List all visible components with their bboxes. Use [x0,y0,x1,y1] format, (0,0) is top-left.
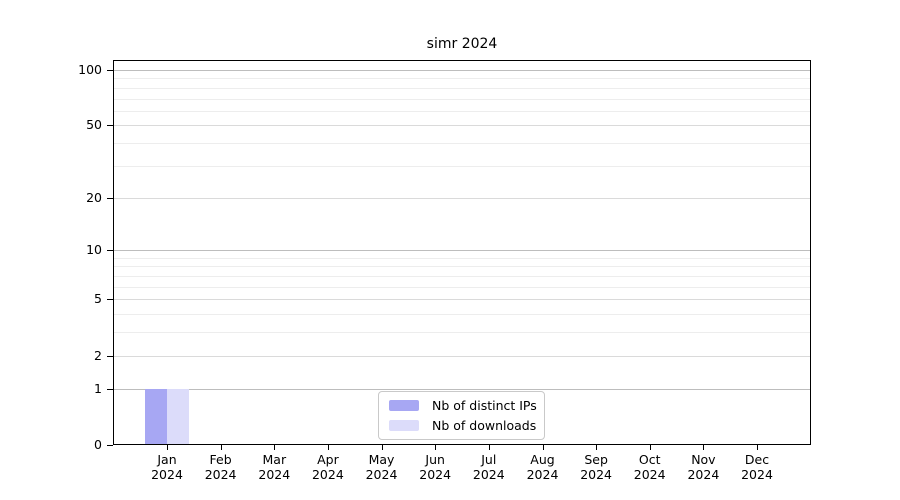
gridline-4 [113,314,811,316]
gridline-70 [113,98,811,100]
legend-swatch-downloads [389,420,419,432]
y-tick-20 [107,197,113,199]
gridline-10 [113,250,811,252]
x-tick-feb [220,445,222,450]
legend: Nb of distinct IPs Nb of downloads [378,391,545,440]
gridline-3 [113,332,811,334]
x-tick-label-oct: Oct 2024 [633,452,666,482]
gridline-60 [113,110,811,112]
legend-label-distinct-ips: Nb of distinct IPs [432,397,537,413]
gridline-2 [113,355,811,357]
x-tick-aug [542,445,544,450]
bar-jan-nb-of-downloads [167,388,189,445]
legend-swatch-distinct-ips [389,399,419,411]
x-tick-oct [649,445,651,450]
gridline-5 [113,299,811,301]
x-tick-apr [327,445,329,450]
gridline-50 [113,125,811,127]
y-tick-label-0: 0 [94,437,102,452]
y-tick-2 [107,355,113,357]
y-tick-50 [107,125,113,127]
x-tick-label-dec: Dec 2024 [741,452,773,482]
gridline-100 [113,69,811,71]
bar-jan-nb-of-distinct-ips [145,388,167,445]
x-tick-label-apr: Apr 2024 [311,452,344,482]
gridline-30 [113,165,811,167]
y-tick-label-5: 5 [94,291,102,307]
x-tick-jul [488,445,490,450]
gridline-80 [113,87,811,89]
gridline-9 [113,257,811,259]
y-tick-0 [107,445,113,446]
x-tick-label-feb: Feb 2024 [204,452,237,482]
gridline-6 [113,286,811,288]
gridline-90 [113,78,811,80]
y-tick-label-50: 50 [86,117,102,133]
y-tick-100 [107,69,113,71]
x-tick-label-sep: Sep 2024 [580,452,612,482]
y-tick-label-100: 100 [78,61,102,77]
x-tick-jan [167,445,168,450]
x-tick-mar [274,445,276,450]
x-tick-label-nov: Nov 2024 [687,452,720,482]
gridline-20 [113,197,811,199]
x-tick-label-jul: Jul 2024 [472,452,505,482]
plot-area [113,60,811,445]
plot-frame [113,60,811,445]
x-tick-label-jan: Jan 2024 [151,452,183,482]
y-tick-5 [107,299,113,301]
x-tick-label-aug: Aug 2024 [526,452,559,482]
y-tick-1 [107,388,113,390]
x-tick-label-mar: Mar 2024 [258,452,291,482]
x-tick-nov [703,445,705,450]
gridline-8 [113,266,811,268]
x-tick-label-jun: Jun 2024 [419,452,452,482]
y-tick-label-2: 2 [94,347,102,363]
x-tick-sep [596,445,598,450]
chart-title: simr 2024 [426,36,498,52]
gridline-40 [113,143,811,145]
y-tick-label-1: 1 [94,380,102,396]
y-tick-10 [107,250,113,252]
legend-item-distinct-ips: Nb of distinct IPs [379,398,544,413]
x-tick-jun [435,445,437,450]
x-tick-label-may: May 2024 [365,452,398,482]
y-tick-label-10: 10 [86,242,102,258]
legend-item-downloads: Nb of downloads [379,418,544,433]
gridline-7 [113,276,811,277]
gridline-1 [113,388,811,390]
y-tick-label-20: 20 [86,189,102,205]
legend-label-downloads: Nb of downloads [432,418,537,434]
x-tick-dec [757,445,758,450]
x-tick-may [381,445,383,450]
